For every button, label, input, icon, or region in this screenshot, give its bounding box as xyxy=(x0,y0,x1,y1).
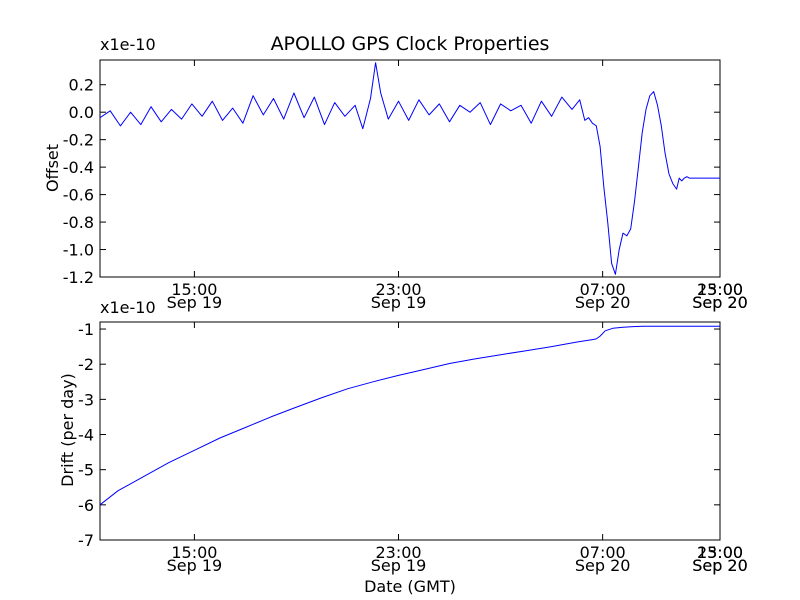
chart-title: APOLLO GPS Clock Properties xyxy=(271,33,550,55)
y-tick-label: -3 xyxy=(78,390,94,409)
x-tick-time-label: 07:00 xyxy=(580,280,626,299)
x-tick-date-label: Sep 20 xyxy=(692,293,748,312)
y-axis-label: Drift (per day) xyxy=(58,373,77,487)
y-tick-label: 0.0 xyxy=(69,103,94,122)
y-tick-label: -7 xyxy=(78,531,94,550)
x-tick-date-label: Sep 19 xyxy=(167,293,223,312)
x-tick-time-label: 07:00 xyxy=(580,543,626,562)
y-scale-label: x1e-10 xyxy=(100,298,156,317)
y-tick-label: -0.8 xyxy=(63,213,94,232)
y-tick-label: -0.2 xyxy=(63,131,94,150)
y-tick-label: -4 xyxy=(78,426,94,445)
y-scale-label: x1e-10 xyxy=(100,35,156,54)
x-tick-time-label: 23:00 xyxy=(375,280,421,299)
y-tick-label: -0.6 xyxy=(63,186,94,205)
y-tick-label: -0.4 xyxy=(63,158,94,177)
plot-frame xyxy=(99,59,721,278)
y-tick-label: -2 xyxy=(78,355,94,374)
x-axis-label: Date (GMT) xyxy=(364,577,456,596)
x-tick-time-label: 23:00 xyxy=(697,543,743,562)
x-tick-date-label: Sep 20 xyxy=(692,556,748,575)
x-tick-date-label: Sep 19 xyxy=(371,293,427,312)
y-axis-label: Offset xyxy=(43,144,62,192)
x-tick-time-label: 23:00 xyxy=(697,280,743,299)
series-line-drift xyxy=(100,325,720,506)
x-tick-date-label: Sep 20 xyxy=(575,293,631,312)
y-tick-label: -1.2 xyxy=(63,268,94,287)
x-tick-time-label: 15:00 xyxy=(171,543,217,562)
y-tick-label: -1 xyxy=(78,320,94,339)
x-tick-time-label: 15:00 xyxy=(697,543,743,562)
y-tick-label: -1.0 xyxy=(63,241,94,260)
y-tick-label: -6 xyxy=(78,496,94,515)
x-tick-time-label: 23:00 xyxy=(375,543,421,562)
x-tick-date-label: Sep 20 xyxy=(575,556,631,575)
y-tick-label: -5 xyxy=(78,461,94,480)
x-tick-date-label: Sep 20 xyxy=(692,556,748,575)
x-tick-date-label: Sep 20 xyxy=(692,293,748,312)
plot-frame xyxy=(99,321,721,541)
x-tick-date-label: Sep 19 xyxy=(167,556,223,575)
x-tick-time-label: 15:00 xyxy=(171,280,217,299)
x-tick-time-label: 15:00 xyxy=(697,280,743,299)
y-tick-label: 0.2 xyxy=(69,76,94,95)
series-line-offset xyxy=(100,62,720,275)
x-tick-date-label: Sep 19 xyxy=(371,556,427,575)
